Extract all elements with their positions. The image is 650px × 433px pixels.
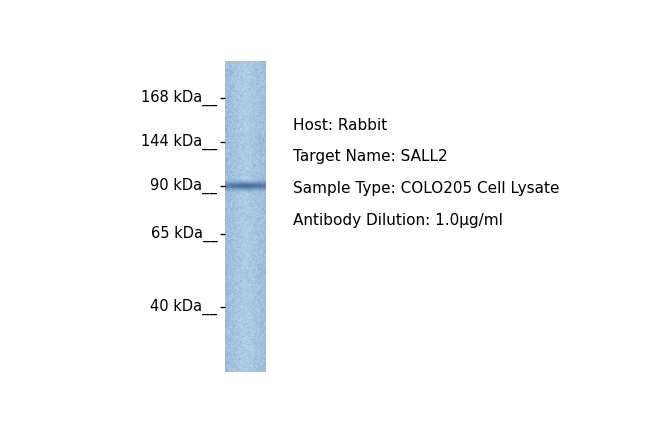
Text: 168 kDa__: 168 kDa__ bbox=[141, 90, 217, 106]
Text: Target Name: SALL2: Target Name: SALL2 bbox=[292, 149, 447, 165]
Text: Host: Rabbit: Host: Rabbit bbox=[292, 118, 387, 133]
Text: Antibody Dilution: 1.0µg/ml: Antibody Dilution: 1.0µg/ml bbox=[292, 213, 502, 228]
Text: 144 kDa__: 144 kDa__ bbox=[141, 134, 217, 150]
Text: 65 kDa__: 65 kDa__ bbox=[151, 226, 217, 242]
Text: 40 kDa__: 40 kDa__ bbox=[150, 299, 217, 315]
Text: Sample Type: COLO205 Cell Lysate: Sample Type: COLO205 Cell Lysate bbox=[292, 181, 559, 196]
Text: 90 kDa__: 90 kDa__ bbox=[150, 178, 217, 194]
